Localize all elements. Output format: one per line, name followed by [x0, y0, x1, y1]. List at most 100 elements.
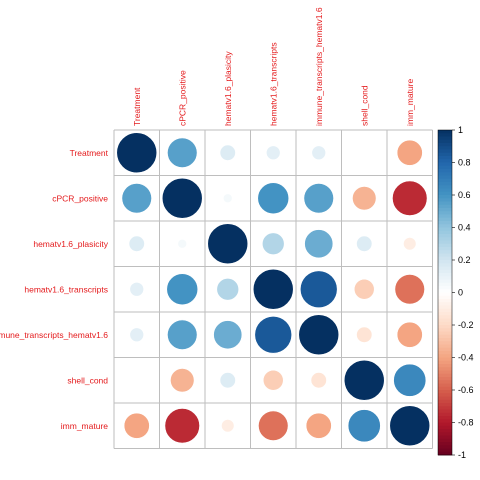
colorbar-segment — [438, 347, 452, 352]
corr-circle-0-2 — [219, 144, 236, 161]
colorbar-segment — [438, 448, 452, 453]
colorbar-segment — [438, 373, 452, 378]
colorbar-segment — [438, 282, 452, 287]
colorbar-segment — [438, 260, 452, 264]
row-label: cPCR_positive — [52, 193, 108, 203]
colorbar-segment — [438, 416, 452, 420]
corr-circle-6-2 — [221, 419, 235, 433]
colorbar-segment — [438, 312, 452, 316]
colorbar-segment — [438, 130, 452, 134]
colorbar-segment — [438, 178, 452, 183]
column-label: Treatment — [132, 87, 142, 126]
colorbar-segment — [438, 360, 452, 365]
colorbar-segment — [438, 412, 452, 417]
corr-circle-3-5 — [353, 278, 375, 300]
colorbar-tick-label: -0.6 — [458, 385, 474, 395]
colorbar-segment — [438, 364, 452, 368]
corr-circle-5-4 — [310, 372, 327, 389]
corr-circle-4-4 — [298, 314, 340, 356]
corr-circle-2-6 — [403, 237, 417, 251]
corr-circle-5-2 — [219, 372, 236, 389]
colorbar-segment — [438, 308, 452, 313]
corr-circle-4-6 — [396, 321, 423, 348]
corr-circle-4-3 — [254, 315, 293, 354]
colorbar-segment — [438, 230, 452, 235]
colorbar-segment — [438, 247, 452, 251]
column-label: shell_cond — [359, 85, 369, 126]
corr-circle-5-3 — [262, 369, 284, 391]
corr-circle-2-0 — [128, 235, 145, 252]
colorbar-segment — [438, 273, 452, 277]
corr-circle-4-5 — [356, 326, 373, 343]
corr-circle-1-6 — [392, 180, 428, 216]
corr-circle-2-5 — [356, 235, 373, 252]
colorbar-segment — [438, 234, 452, 238]
colorbar: 1 0.8 0.6 0.4 0.2 0 -0.2 -0.4 -0.6 -0.8 -1 — [437, 125, 474, 460]
colorbar-segment — [438, 393, 452, 397]
corr-circle-0-1 — [167, 137, 198, 168]
row-label: shell_cond — [67, 375, 108, 385]
corr-circle-2-3 — [261, 232, 285, 256]
colorbar-segment — [438, 351, 452, 355]
colorbar-segment — [438, 201, 452, 206]
corr-circle-4-0 — [129, 327, 144, 342]
colorbar-segment — [438, 188, 452, 193]
colorbar-tick-label: 0.4 — [458, 223, 471, 233]
colorbar-segment — [438, 357, 452, 362]
colorbar-segment — [438, 195, 452, 199]
colorbar-tick-label: -0.4 — [458, 353, 474, 363]
colorbar-segment — [438, 435, 452, 440]
colorbar-segment — [438, 432, 452, 436]
corr-circle-1-5 — [352, 186, 377, 211]
colorbar-segment — [438, 256, 452, 261]
colorbar-segment — [438, 221, 452, 225]
colorbar-segment — [438, 175, 452, 180]
colorbar-segment — [438, 217, 452, 222]
colorbar-segment — [438, 295, 452, 300]
corr-circle-6-1 — [164, 408, 200, 444]
colorbar-segment — [438, 250, 452, 254]
colorbar-segment — [438, 429, 452, 433]
colorbar-segment — [438, 237, 452, 241]
colorbar-segment — [438, 243, 452, 248]
colorbar-segment — [438, 399, 452, 404]
colorbar-segment — [438, 214, 452, 219]
corr-circle-2-4 — [304, 229, 334, 259]
corr-circle-1-2 — [222, 193, 233, 204]
colorbar-segment — [438, 224, 452, 228]
colorbar-tick-label: -0.8 — [458, 418, 474, 428]
colorbar-segment — [438, 152, 452, 157]
colorbar-tick-label: 0.2 — [458, 255, 471, 265]
column-label: imm_mature — [405, 78, 415, 126]
colorbar-segment — [438, 240, 452, 245]
colorbar-segment — [438, 331, 452, 336]
colorbar-segment — [438, 409, 452, 414]
corr-circle-3-1 — [166, 273, 199, 306]
grid — [113, 129, 433, 449]
colorbar-tick-label: -0.2 — [458, 320, 474, 330]
colorbar-segment — [438, 263, 452, 267]
colorbar-segment — [438, 390, 452, 394]
corr-circle-3-6 — [394, 274, 425, 305]
colorbar-segment — [438, 370, 452, 375]
corr-circle-0-3 — [266, 145, 281, 160]
corr-circle-2-2 — [207, 223, 249, 265]
corr-circle-5-1 — [170, 368, 195, 393]
colorbar-segment — [438, 403, 452, 407]
colorbar-segment — [438, 406, 452, 410]
colorbar-tick-label: 1 — [458, 125, 463, 135]
colorbar-segment — [438, 227, 452, 232]
column-label: immune_transcripts_hematv1.6 — [314, 7, 324, 126]
colorbar-segment — [438, 438, 452, 443]
colorbar-tick-label: 0 — [458, 288, 463, 298]
colorbar-segment — [438, 328, 452, 332]
corr-circle-6-5 — [347, 409, 381, 443]
corr-circle-4-1 — [167, 319, 198, 350]
colorbar-segment — [438, 159, 452, 163]
colorbar-segment — [438, 334, 452, 339]
corr-circle-6-6 — [389, 405, 431, 447]
colorbar-segment — [438, 344, 452, 349]
row-label: hematv1.6_plasicity — [33, 239, 108, 249]
colorbar-segment — [438, 279, 452, 284]
row-label: hematv1.6_transcripts — [24, 284, 108, 294]
